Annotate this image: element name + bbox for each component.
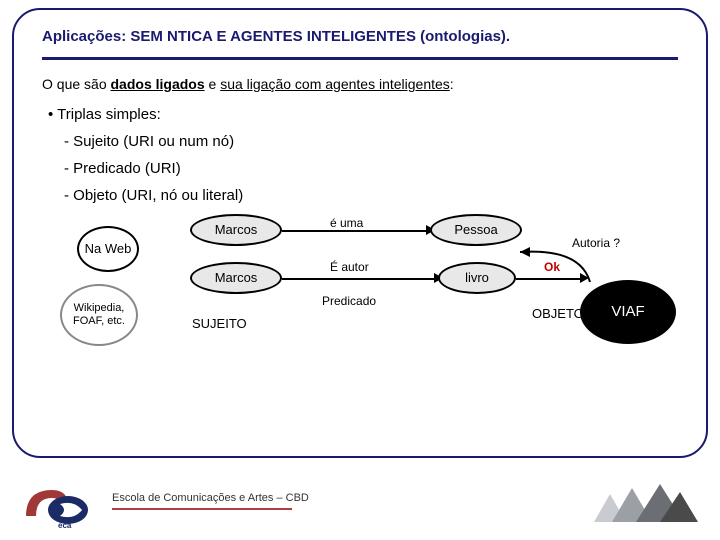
node-marcos-2-label: Marcos [215,271,258,286]
subtitle-underline-2: sua ligação com agentes inteligentes [220,76,450,92]
node-viaf: VIAF [580,280,676,344]
slide-title: Aplicações: SEM NTICA E AGENTES INTELIGE… [42,28,678,45]
bullet-sub-3: - Objeto (URI, nó ou literal) [64,187,678,204]
subtitle-mid: e [205,76,221,92]
node-wiki: Wikipedia, FOAF, etc. [60,284,138,346]
node-na-web-label: Na Web [85,242,132,257]
logo-eca-icon: eca [20,480,98,530]
node-livro: livro [438,262,516,294]
node-marcos-1-label: Marcos [215,223,258,238]
subtitle-prefix: O que são [42,76,111,92]
role-sujeito: SUJEITO [192,316,247,331]
node-viaf-label: VIAF [611,303,644,320]
role-objeto: OBJETO [532,306,584,321]
edge-label-ok: Ok [544,260,560,274]
arrow-e-uma [282,230,430,232]
svg-text:eca: eca [58,521,72,530]
node-pessoa-label: Pessoa [454,223,497,238]
diagram: Na Web Wikipedia, FOAF, etc. Marcos Marc… [42,214,678,384]
footer: eca Escola de Comunicações e Artes – CBD [20,474,700,534]
node-marcos-2: Marcos [190,262,282,294]
node-wiki-label: Wikipedia, FOAF, etc. [62,302,136,327]
title-underline [42,57,678,60]
footer-text: Escola de Comunicações e Artes – CBD [112,492,309,504]
subtitle-underline-1: dados ligados [111,76,205,92]
logo-usp-icon [590,482,700,528]
edge-label-e-uma: é uma [330,216,363,230]
edge-label-predicado: Predicado [322,294,376,308]
footer-line [112,508,292,510]
bullet-sub-2: - Predicado (URI) [64,160,678,177]
subtitle-suffix: : [450,76,454,92]
subtitle: O que são dados ligados e sua ligação co… [42,76,678,92]
node-pessoa: Pessoa [430,214,522,246]
node-marcos-1: Marcos [190,214,282,246]
bullet-main: • Triplas simples: [48,106,678,123]
bullet-sub-1: - Sujeito (URI ou num nó) [64,133,678,150]
slide-frame: Aplicações: SEM NTICA E AGENTES INTELIGE… [12,8,708,458]
node-na-web: Na Web [77,226,139,272]
arrow-e-autor [282,278,438,280]
edge-label-e-autor: É autor [330,260,369,274]
node-livro-label: livro [465,271,489,286]
edge-label-autoria: Autoria ? [572,236,620,250]
